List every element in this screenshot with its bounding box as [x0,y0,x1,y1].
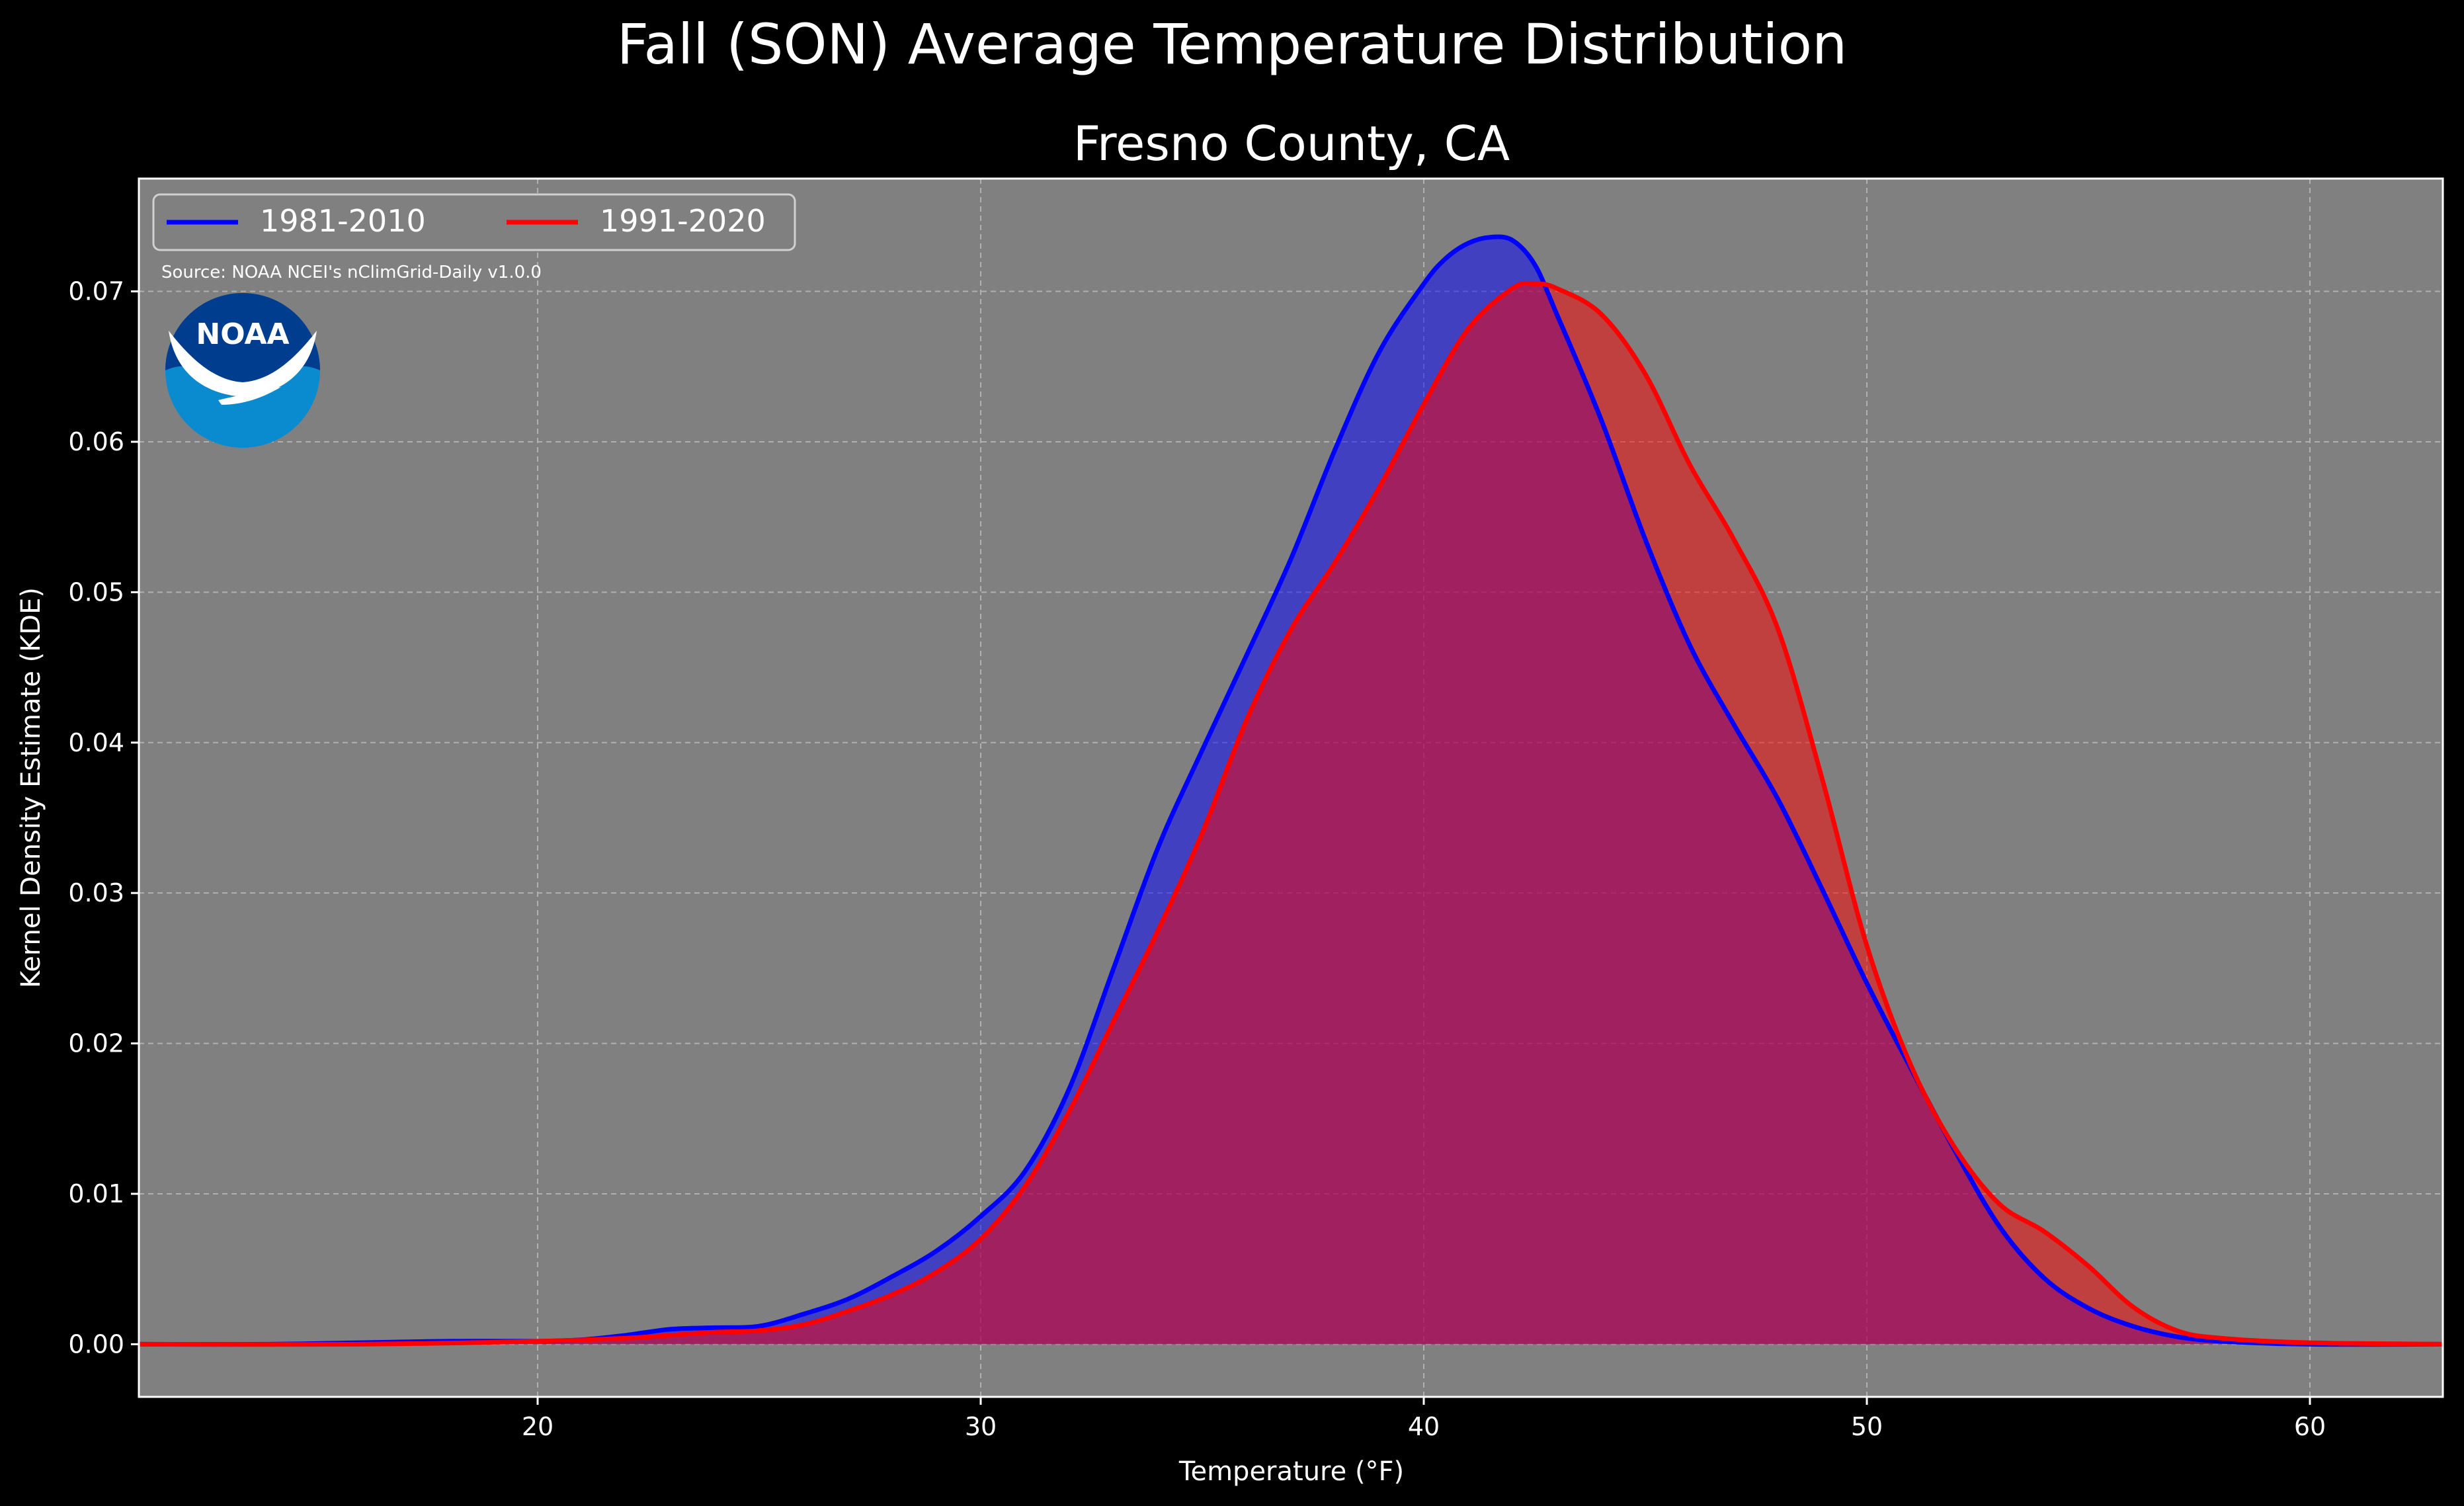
series-fills [139,236,2443,1345]
x-tick-label: 60 [2294,1412,2326,1441]
series-line-1991-2020 [138,280,2443,1347]
y-tick-label: 0.02 [68,1029,124,1058]
noaa-logo-text: NOAA [196,317,289,351]
y-tick-label: 0.05 [68,577,124,607]
y-tick-label: 0.04 [68,728,124,757]
figure-suptitle: Fall (SON) Average Temperature Distribut… [616,12,1848,77]
y-tick-label: 0.07 [68,277,124,306]
legend-label-1991-2020: 1991-2020 [600,203,766,239]
y-axis-ticks: 0.00 0.01 0.02 0.03 0.04 0.05 0.06 0.07 [68,277,139,1359]
y-tick-label: 0.03 [68,878,124,907]
y-tick-label: 0.00 [68,1329,124,1359]
source-note: Source: NOAA NCEI's nClimGrid-Daily v1.0… [161,263,542,282]
y-axis-label: Kernel Density Estimate (KDE) [16,587,46,988]
x-axis-label: Temperature (°F) [1178,1456,1404,1487]
chart-title: Fresno County, CA [1073,116,1510,171]
legend-box [152,193,796,251]
x-tick-label: 40 [1408,1412,1440,1441]
x-tick-label: 50 [1851,1412,1883,1441]
y-tick-label: 0.06 [68,427,124,456]
series-fill-1991-2020 [139,283,2443,1345]
x-tick-label: 20 [522,1412,554,1441]
x-axis-ticks: 20 30 40 50 60 [522,1397,2326,1441]
x-tick-label: 30 [965,1412,997,1441]
legend-label-1981-2010: 1981-2010 [260,203,426,239]
plot-frame [138,177,2444,1398]
y-tick-label: 0.01 [68,1179,124,1208]
noaa-logo-icon: NOAA [165,293,320,448]
legend: 1981-2010 1991-2020 [152,193,796,251]
series-lines [138,234,2443,1347]
